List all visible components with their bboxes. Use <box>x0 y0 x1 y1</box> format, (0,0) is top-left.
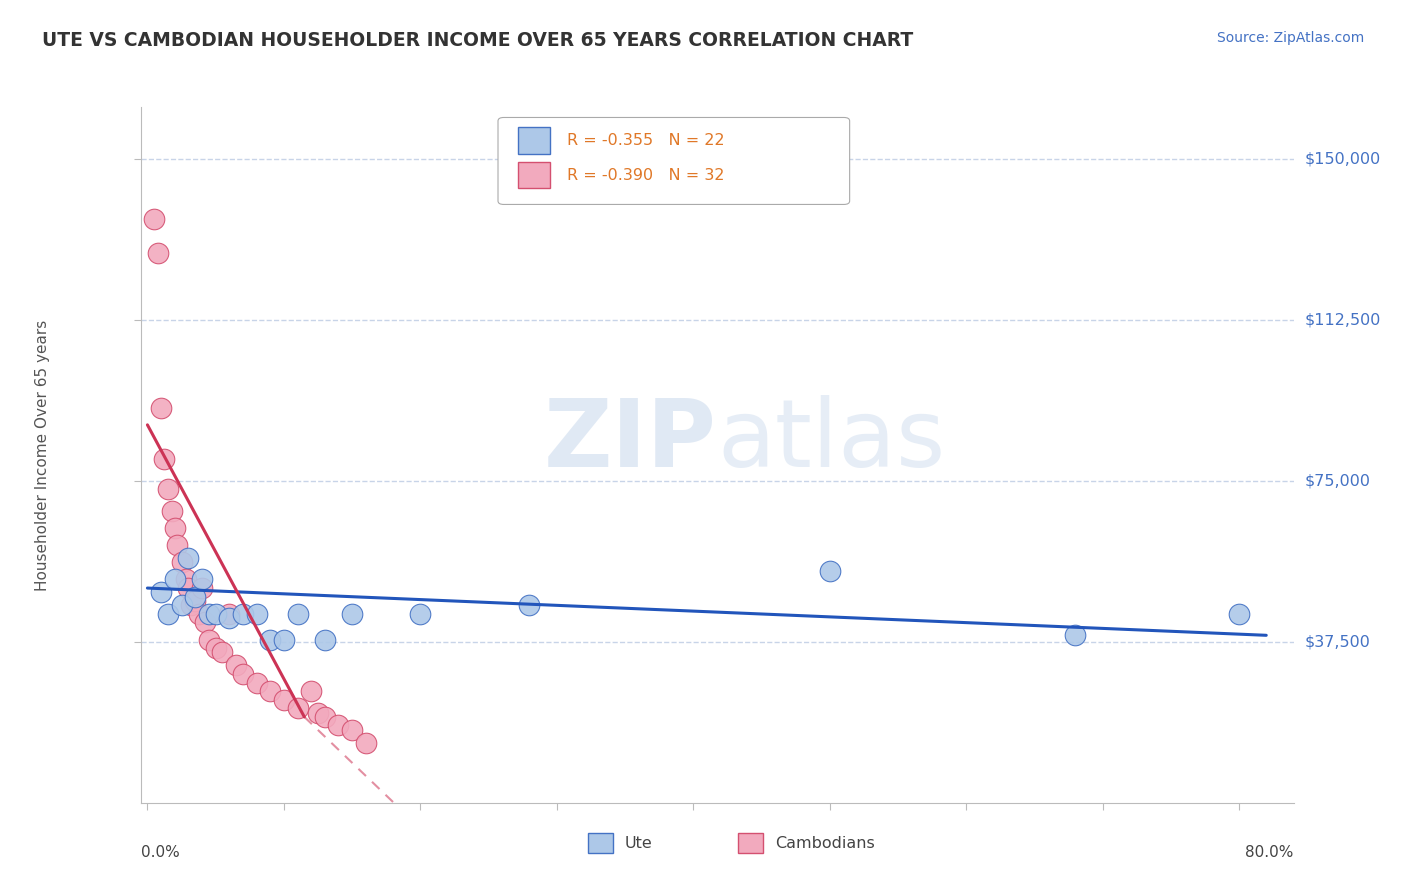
Text: atlas: atlas <box>717 395 945 487</box>
Text: 80.0%: 80.0% <box>1246 845 1294 860</box>
Point <box>225 658 247 673</box>
Point <box>818 564 841 578</box>
Point <box>287 701 309 715</box>
Text: $75,000: $75,000 <box>1305 473 1371 488</box>
Point <box>150 585 173 599</box>
Point <box>188 607 211 621</box>
Text: Ute: Ute <box>624 836 652 851</box>
Point <box>232 667 254 681</box>
Point <box>299 684 322 698</box>
Text: 0.0%: 0.0% <box>141 845 180 860</box>
Point <box>314 632 336 647</box>
Point <box>152 452 174 467</box>
FancyBboxPatch shape <box>588 833 613 853</box>
Text: $37,500: $37,500 <box>1305 634 1371 649</box>
Point <box>194 615 217 630</box>
Point <box>198 632 221 647</box>
Point <box>1064 628 1087 642</box>
Point <box>166 538 188 552</box>
Point <box>184 590 207 604</box>
Point <box>191 581 214 595</box>
Point <box>163 521 186 535</box>
Point <box>143 211 166 226</box>
Point <box>174 573 197 587</box>
Text: $112,500: $112,500 <box>1305 312 1381 327</box>
Point <box>354 736 377 750</box>
Text: Source: ZipAtlas.com: Source: ZipAtlas.com <box>1216 31 1364 45</box>
Point <box>328 718 350 732</box>
FancyBboxPatch shape <box>517 162 550 188</box>
Point <box>287 607 309 621</box>
Point <box>170 599 193 613</box>
Point <box>519 599 541 613</box>
Point <box>314 710 336 724</box>
Text: Cambodians: Cambodians <box>775 836 875 851</box>
Text: UTE VS CAMBODIAN HOUSEHOLDER INCOME OVER 65 YEARS CORRELATION CHART: UTE VS CAMBODIAN HOUSEHOLDER INCOME OVER… <box>42 31 914 50</box>
Point <box>177 581 200 595</box>
Point <box>245 607 267 621</box>
Point <box>204 607 226 621</box>
Point <box>177 551 200 566</box>
Point <box>340 723 363 737</box>
Point <box>211 645 233 659</box>
Point <box>198 607 221 621</box>
Text: $150,000: $150,000 <box>1305 151 1381 166</box>
Point <box>259 684 281 698</box>
Point <box>156 483 179 497</box>
Point <box>232 607 254 621</box>
Point <box>218 607 240 621</box>
Point <box>160 504 183 518</box>
Point <box>184 594 207 608</box>
Point <box>180 599 202 613</box>
Point <box>259 632 281 647</box>
Point <box>204 641 226 656</box>
Point <box>148 246 170 260</box>
Point <box>340 607 363 621</box>
FancyBboxPatch shape <box>498 118 849 204</box>
Point <box>307 706 329 720</box>
Point <box>156 607 179 621</box>
Point <box>273 632 295 647</box>
Point <box>191 573 214 587</box>
Point <box>150 401 173 415</box>
Point <box>245 675 267 690</box>
Point <box>163 573 186 587</box>
Point <box>273 692 295 706</box>
Text: Householder Income Over 65 years: Householder Income Over 65 years <box>35 319 51 591</box>
Point <box>409 607 432 621</box>
Text: R = -0.390   N = 32: R = -0.390 N = 32 <box>567 168 724 183</box>
Point <box>1227 607 1250 621</box>
Point <box>170 555 193 569</box>
Point <box>218 611 240 625</box>
FancyBboxPatch shape <box>738 833 763 853</box>
Text: ZIP: ZIP <box>544 395 717 487</box>
Text: R = -0.355   N = 22: R = -0.355 N = 22 <box>567 133 725 148</box>
FancyBboxPatch shape <box>517 128 550 153</box>
